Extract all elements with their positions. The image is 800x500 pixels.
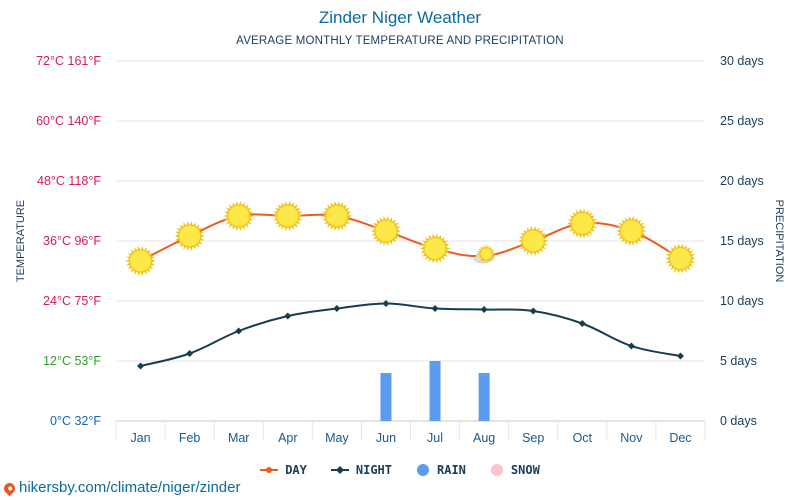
night-point (480, 306, 488, 313)
legend-day-label: DAY (285, 463, 307, 477)
legend-night-marker (330, 466, 349, 474)
legend-night-label: NIGHT (355, 463, 392, 477)
x-tick-label: Aug (473, 431, 495, 445)
x-tick-label: Feb (179, 431, 201, 445)
chart-title: Zinder Niger Weather (318, 8, 482, 27)
sun-disc (619, 219, 643, 243)
x-tick-label: May (325, 431, 349, 445)
x-tick-label: Jun (376, 431, 396, 445)
night-point (137, 362, 145, 370)
y-tick-label-right: 10 days (720, 294, 764, 308)
night-point (578, 320, 586, 327)
x-tick-label: Apr (278, 431, 297, 445)
night-point (284, 312, 292, 320)
x-tick-label: Jan (130, 431, 150, 445)
night-point (382, 300, 390, 307)
sun-disc (479, 247, 493, 261)
sun-icon (174, 221, 205, 251)
x-tick-label: Oct (573, 431, 593, 445)
sun-icon (272, 201, 303, 231)
sun-icon (420, 233, 451, 264)
y-tick-label-right: 15 days (720, 234, 764, 248)
rain-bar (429, 361, 441, 421)
day-line (140, 213, 681, 262)
x-tick-label: Sep (522, 431, 544, 445)
y-tick-label-right: 25 days (720, 114, 764, 128)
legend-item-day[interactable]: DAY (260, 463, 307, 477)
legend-item-snow[interactable]: SNOW (490, 463, 540, 477)
sun-disc (521, 229, 545, 253)
chart-subtitle: AVERAGE MONTHLY TEMPERATURE AND PRECIPIT… (236, 35, 564, 47)
legend-day-marker (260, 467, 279, 473)
legend-item-night[interactable]: NIGHT (330, 463, 392, 477)
night-point (333, 305, 341, 312)
y-tick-label-left: 72°C 161°F (36, 54, 101, 68)
sun-icon (567, 208, 598, 239)
sun-disc (423, 237, 447, 260)
sun-disc (227, 204, 251, 228)
sun-disc (570, 212, 594, 235)
night-point (529, 307, 537, 315)
night-point (186, 350, 194, 357)
small-sun-icon (476, 244, 497, 264)
x-tick-label: Mar (228, 431, 250, 445)
x-tick-label: Jul (427, 431, 443, 445)
x-tick-label: Nov (620, 431, 643, 445)
sun-disc (178, 224, 202, 248)
sun-icon (665, 243, 696, 274)
y-tick-label-right: 0 days (720, 414, 757, 428)
source-url: hikersby.com/climate/niger/zinder (19, 479, 241, 496)
night-point (431, 305, 439, 312)
legend-item-rain[interactable]: RAIN (416, 463, 466, 477)
sun-icon (616, 216, 647, 246)
night-line (140, 302, 681, 367)
y-tick-label-left: 24°C 75°F (43, 294, 101, 308)
x-tick-label: Dec (669, 431, 691, 445)
y-tick-label-left: 36°C 96°F (43, 234, 101, 248)
chart-legend: DAY NIGHT RAIN SNOW (0, 463, 800, 477)
sun-icon (321, 201, 352, 231)
sun-disc (129, 249, 153, 273)
legend-snow-marker (490, 464, 503, 476)
source-link[interactable]: hikersby.com/climate/niger/zinder (1, 479, 241, 497)
sun-icon (125, 246, 156, 276)
sun-icon (370, 216, 401, 246)
y-tick-label-right: 5 days (720, 354, 757, 368)
night-point (676, 352, 684, 360)
legend-rain-label: RAIN (437, 463, 466, 477)
y-tick-label-left: 48°C 118°F (37, 174, 101, 188)
sun-icon (518, 226, 549, 256)
sun-icon (223, 201, 254, 231)
night-point (235, 327, 243, 335)
y-tick-label-right: 20 days (720, 174, 764, 188)
y-tick-label-left: 12°C 53°F (43, 354, 101, 368)
legend-snow-label: SNOW (510, 463, 540, 477)
y-tick-label-left: 0°C 32°F (50, 414, 101, 428)
sun-disc (325, 204, 349, 228)
night-point (627, 342, 635, 350)
sun-disc (374, 219, 398, 243)
location-pin-icon (1, 480, 18, 497)
sun-disc (276, 204, 300, 228)
sun-disc (668, 247, 692, 270)
y-tick-label-right: 30 days (720, 54, 764, 68)
y-tick-label-left: 60°C 140°F (36, 114, 101, 128)
rain-bar (380, 373, 392, 421)
rain-bar (478, 373, 490, 421)
legend-rain-marker (417, 464, 429, 476)
